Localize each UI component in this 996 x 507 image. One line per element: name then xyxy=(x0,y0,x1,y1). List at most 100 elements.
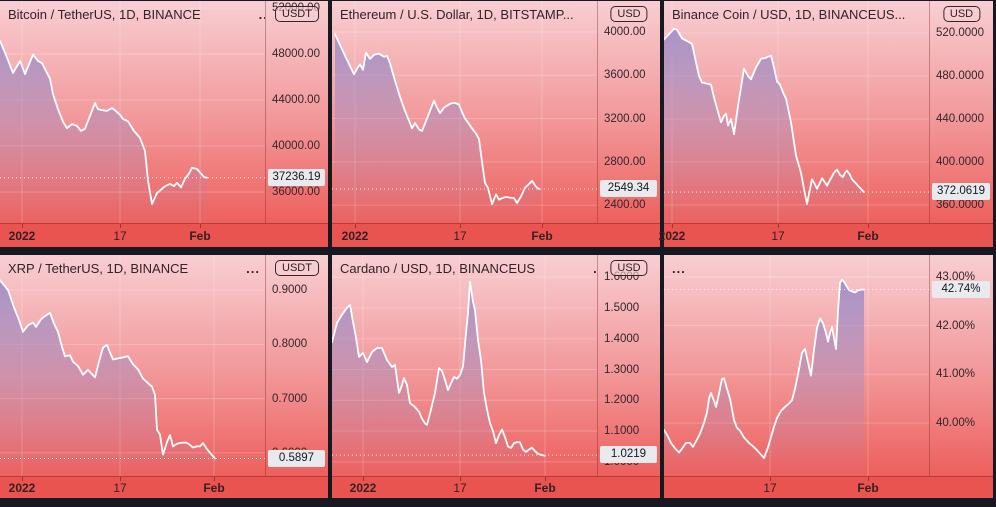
price-tick-label: 1.1000 xyxy=(604,425,640,438)
price-tick-label: 42.00% xyxy=(936,319,976,332)
time-tick-label: 2022 xyxy=(8,480,36,495)
price-area-chart xyxy=(664,255,929,476)
chart-plot-area[interactable]: Ethereum / U.S. Dollar, 1D, BITSTAMP... xyxy=(332,1,597,223)
price-tick-label: 48000.00 xyxy=(272,47,320,60)
time-tick-label: 17 xyxy=(453,480,467,495)
price-tick-label: 44000.00 xyxy=(272,93,320,106)
price-tick-label: 520.0000 xyxy=(936,27,984,40)
currency-unit-badge[interactable]: USD xyxy=(610,6,648,22)
price-axis[interactable]: 52000.0048000.0044000.0040000.0036000.00… xyxy=(265,1,328,223)
current-price-badge: 37236.19 xyxy=(268,168,325,186)
chart-symbol-title[interactable]: Cardano / USD, 1D, BINANCEUS xyxy=(340,261,536,276)
time-tick-mark xyxy=(778,224,779,228)
time-tick-label: 17 xyxy=(453,228,467,243)
currency-unit-badge[interactable]: USDT xyxy=(275,260,319,276)
price-tick-label: 0.7000 xyxy=(272,392,308,405)
chart-legend: XRP / TetherUS, 1D, BINANCE... xyxy=(8,261,260,276)
currency-unit-badge[interactable]: USD xyxy=(610,260,648,276)
price-area-chart xyxy=(0,255,265,476)
time-tick-label: Feb xyxy=(857,228,879,243)
price-axis[interactable]: 43.00% 42.00% 41.00% 40.00% 42.74% xyxy=(929,255,993,476)
price-axis[interactable]: 520.0000 480.0000 440.0000 400.0000 360.0000… xyxy=(929,1,993,223)
price-tick-label: 0.8000 xyxy=(272,338,308,351)
chart-symbol-title[interactable]: Bitcoin / TetherUS, 1D, BINANCE xyxy=(8,7,201,22)
current-price-badge: 0.5897 xyxy=(268,449,325,467)
time-tick-mark xyxy=(214,477,215,481)
time-tick-mark xyxy=(460,224,461,228)
price-tick-label: 1.2000 xyxy=(604,394,640,407)
chart-pane: ... 43.00% 42.00% 41.00% 40.00% 42.74% 17 Feb xyxy=(664,255,993,498)
legend-more-button[interactable]: ... xyxy=(246,261,260,276)
time-axis[interactable]: 17 Feb xyxy=(664,476,993,498)
chart-symbol-title[interactable]: XRP / TetherUS, 1D, BINANCE xyxy=(8,261,189,276)
price-area-chart xyxy=(332,255,597,476)
current-price-badge: 1.0219 xyxy=(600,446,657,464)
time-tick-label: Feb xyxy=(531,228,553,243)
time-tick-mark xyxy=(868,224,869,228)
time-tick-mark xyxy=(770,477,771,481)
price-tick-label: 36000.00 xyxy=(272,185,320,198)
time-tick-mark xyxy=(200,224,201,228)
price-tick-label: 4000.00 xyxy=(604,25,646,38)
chart-plot-area[interactable]: Cardano / USD, 1D, BINANCEUS... xyxy=(332,255,597,476)
price-tick-label: 2400.00 xyxy=(604,199,646,212)
time-tick-label: 2022 xyxy=(349,480,377,495)
legend-more-button[interactable]: ... xyxy=(258,7,265,22)
currency-unit-badge[interactable]: USD xyxy=(942,6,981,22)
price-axis[interactable]: 4000.00 3600.00 3200.00 2800.00 2400.00 USD 25… xyxy=(597,1,660,223)
time-axis[interactable]: 2022 17 Feb xyxy=(0,223,328,247)
chart-pane: Bitcoin / TetherUS, 1D, BINANCE... 52000… xyxy=(0,1,328,247)
currency-unit-badge[interactable]: USDT xyxy=(275,6,319,22)
time-axis[interactable]: 2022 17 Feb xyxy=(0,476,328,498)
time-tick-mark xyxy=(868,477,869,481)
time-axis[interactable]: 2022 17 Feb xyxy=(332,223,660,247)
time-tick-mark xyxy=(120,224,121,228)
chart-symbol-title[interactable]: Binance Coin / USD, 1D, BINANCEUS... xyxy=(672,7,906,22)
chart-plot-area[interactable]: Bitcoin / TetherUS, 1D, BINANCE... xyxy=(0,1,265,223)
time-tick-mark xyxy=(363,477,364,481)
chart-legend: Ethereum / U.S. Dollar, 1D, BITSTAMP... xyxy=(340,7,574,22)
current-price-badge: 2549.34 xyxy=(600,179,657,197)
time-tick-label: Feb xyxy=(534,480,556,495)
price-tick-label: 1.5000 xyxy=(604,301,640,314)
time-tick-mark xyxy=(355,224,356,228)
chart-pane: Cardano / USD, 1D, BINANCEUS... 1.60001.… xyxy=(332,255,660,498)
legend-more-button[interactable]: ... xyxy=(593,261,597,276)
time-tick-label: 2022 xyxy=(8,228,36,243)
price-axis[interactable]: 1.60001.50001.40001.30001.20001.10001.00… xyxy=(597,255,660,476)
time-tick-mark xyxy=(542,224,543,228)
price-tick-label: 3200.00 xyxy=(604,112,646,125)
price-tick-label: 40.00% xyxy=(936,416,976,429)
time-axis[interactable]: 2022 17 Feb xyxy=(332,476,660,498)
chart-legend: Binance Coin / USD, 1D, BINANCEUS... xyxy=(672,7,905,22)
time-tick-mark xyxy=(460,477,461,481)
chart-plot-area[interactable]: ... xyxy=(664,255,929,476)
chart-legend: ... xyxy=(672,261,686,276)
time-tick-mark xyxy=(672,224,673,228)
price-tick-label: 440.0000 xyxy=(936,113,984,126)
legend-more-button[interactable]: ... xyxy=(672,261,686,276)
time-tick-label: Feb xyxy=(857,480,879,495)
time-tick-mark xyxy=(22,477,23,481)
price-area-chart xyxy=(332,1,597,223)
time-tick-mark xyxy=(22,224,23,228)
chart-plot-area[interactable]: Binance Coin / USD, 1D, BINANCEUS... xyxy=(664,1,929,223)
time-tick-label: 17 xyxy=(763,480,777,495)
price-tick-label: 480.0000 xyxy=(936,70,984,83)
time-tick-label: Feb xyxy=(189,228,211,243)
chart-pane: Binance Coin / USD, 1D, BINANCEUS... 520… xyxy=(659,1,993,247)
current-price-badge: 42.74% xyxy=(932,280,990,298)
chart-plot-area[interactable]: XRP / TetherUS, 1D, BINANCE... xyxy=(0,255,265,476)
time-tick-mark xyxy=(120,477,121,481)
time-axis[interactable]: 2022 17 Feb xyxy=(659,223,993,247)
time-tick-mark xyxy=(545,477,546,481)
price-tick-label: 1.3000 xyxy=(604,363,640,376)
price-tick-label: 3600.00 xyxy=(604,69,646,82)
price-area-chart xyxy=(664,1,929,223)
time-tick-label: 2022 xyxy=(341,228,369,243)
chart-symbol-title[interactable]: Ethereum / U.S. Dollar, 1D, BITSTAMP... xyxy=(340,7,574,22)
time-tick-label: 17 xyxy=(771,228,785,243)
time-tick-label: 2022 xyxy=(658,228,686,243)
